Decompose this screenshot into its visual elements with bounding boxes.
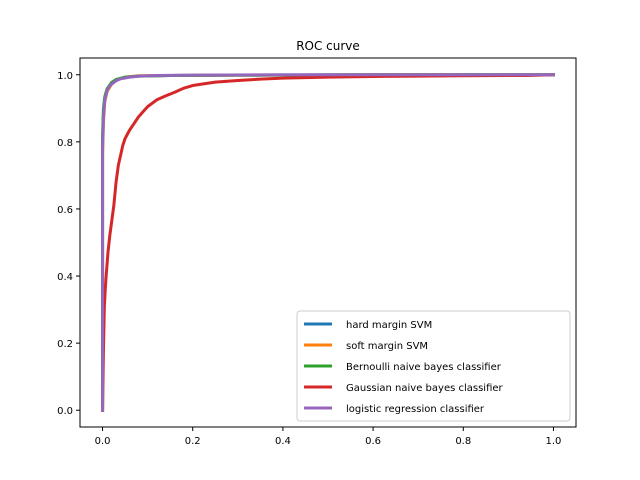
y-tick-label: 0.4 bbox=[57, 272, 73, 283]
x-tick-label: 0.4 bbox=[275, 436, 291, 447]
chart-title: ROC curve bbox=[296, 39, 360, 53]
axes-frame bbox=[79, 57, 577, 428]
x-tick-label: 1.0 bbox=[546, 436, 562, 447]
y-tick-label: 0.0 bbox=[57, 406, 73, 417]
x-tick-label: 0.2 bbox=[185, 436, 201, 447]
legend-label-logistic-regression-classifier: logistic regression classifier bbox=[346, 404, 485, 415]
y-tick-label: 0.2 bbox=[57, 339, 73, 350]
x-tick-label: 0.6 bbox=[365, 436, 381, 447]
y-tick-label: 0.8 bbox=[57, 138, 73, 149]
y-tick-label: 1.0 bbox=[57, 71, 73, 82]
axes: 0.0 0.2 0.4 0.6 0.8 1.0 0.0 0.2 0.4 0.6 0.8 1.0 bbox=[57, 57, 577, 447]
legend-label-gaussian-naive-bayes-classifier: Gaussian naive bayes classifier bbox=[346, 383, 504, 394]
series-line-gaussian-naive-bayes-classifier bbox=[101, 73, 555, 412]
x-tick-label: 0.0 bbox=[95, 436, 111, 447]
plot-area bbox=[101, 73, 555, 412]
y-tick-label: 0.6 bbox=[57, 205, 73, 216]
series-line-logistic-regression-classifier bbox=[101, 73, 555, 412]
legend: hard margin SVM soft margin SVM Bernoulli … bbox=[296, 310, 571, 422]
legend-label-bernoulli-naive-bayes-classifier: Bernoulli naive bayes classifier bbox=[346, 362, 502, 373]
legend-label-hard-margin-svm: hard margin SVM bbox=[346, 320, 432, 331]
legend-label-soft-margin-svm: soft margin SVM bbox=[346, 341, 428, 352]
x-tick-label: 0.8 bbox=[455, 436, 471, 447]
legend-box bbox=[296, 310, 571, 422]
